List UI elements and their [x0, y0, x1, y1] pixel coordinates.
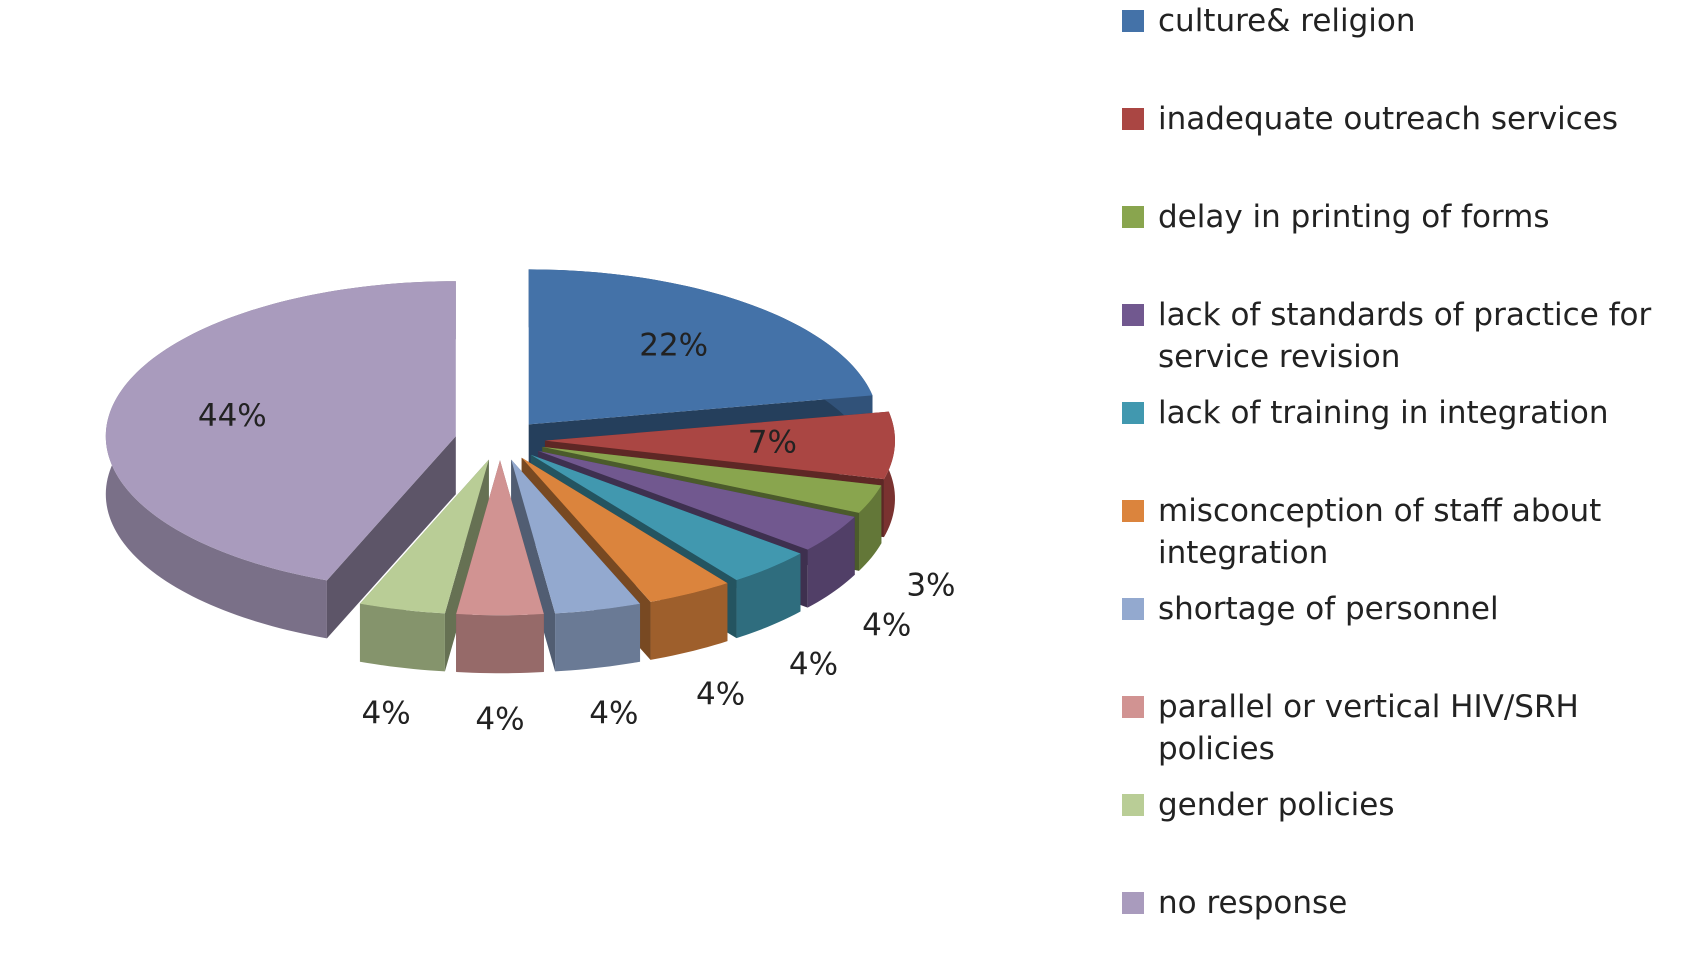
legend-item: lack of standards of practice for servic… — [1122, 294, 1702, 392]
legend-item: no response — [1122, 882, 1702, 980]
legend-swatch — [1122, 402, 1144, 424]
data-label: 4% — [475, 702, 524, 738]
legend-swatch — [1122, 696, 1144, 718]
legend-item: parallel or vertical HIV/SRH policies — [1122, 686, 1702, 784]
legend-swatch — [1122, 108, 1144, 130]
legend-label: gender policies — [1158, 787, 1395, 823]
legend: culture& religion inadequate outreach ser… — [1122, 0, 1702, 980]
slice-side — [807, 516, 855, 608]
slice — [359, 459, 489, 672]
slice — [511, 459, 641, 672]
slice-wall — [326, 436, 456, 639]
slice-top — [511, 459, 641, 614]
data-label: 4% — [862, 607, 911, 643]
slice-top — [528, 269, 873, 425]
slice-top — [542, 446, 882, 513]
legend-item: inadequate outreach services — [1122, 98, 1702, 196]
data-label: 4% — [589, 695, 638, 731]
legend-item: culture& religion — [1122, 0, 1702, 98]
legend-item: lack of training in integration — [1122, 392, 1702, 490]
legend-item: gender policies — [1122, 784, 1702, 882]
data-label: 7% — [748, 424, 797, 460]
data-label: 4% — [362, 695, 411, 731]
slice-side — [456, 614, 544, 674]
slice-top — [521, 457, 728, 602]
legend-label: parallel or vertical HIV/SRH policies — [1158, 689, 1579, 767]
slice — [105, 281, 456, 639]
legend-item: delay in printing of forms — [1122, 196, 1702, 294]
data-label: 3% — [906, 567, 955, 603]
legend-item: misconception of staff about integration — [1122, 490, 1702, 588]
slice-side — [650, 583, 728, 660]
slice-side — [736, 553, 801, 639]
legend-label: inadequate outreach services — [1158, 101, 1619, 137]
legend-swatch — [1122, 794, 1144, 816]
slice-top — [530, 454, 801, 581]
slice-side — [859, 485, 882, 571]
slice — [456, 460, 544, 674]
slice-wall — [511, 459, 556, 672]
slice-top — [544, 411, 895, 480]
legend-item: shortage of personnel — [1122, 588, 1702, 686]
data-label: 44% — [198, 398, 267, 434]
legend-label: misconception of staff about integration — [1158, 493, 1602, 571]
slice-top — [537, 450, 855, 550]
page: 22% 7% 3% 4% 4% 4% 4% 4% 4% 44% culture& religion… — [105, 3, 1652, 921]
slice-top — [359, 459, 489, 614]
slice-top — [456, 460, 544, 616]
legend-swatch — [1122, 10, 1144, 32]
legend-swatch — [1122, 892, 1144, 914]
legend-label: lack of training in integration — [1158, 395, 1609, 431]
legend-label: no response — [1158, 885, 1348, 921]
data-label: 4% — [696, 677, 745, 713]
slice-side — [555, 603, 641, 672]
legend-swatch — [1122, 206, 1144, 228]
legend-label: shortage of personnel — [1158, 591, 1499, 627]
data-label: 4% — [789, 647, 838, 683]
data-label: 22% — [639, 327, 708, 363]
legend-swatch — [1122, 304, 1144, 326]
legend-label: culture& religion — [1158, 3, 1416, 39]
chart: 22% 7% 3% 4% 4% 4% 4% 4% 4% 44% — [105, 269, 956, 738]
legend-label: lack of standards of practice for servic… — [1158, 297, 1652, 375]
slice-top — [105, 281, 456, 581]
legend-label: delay in printing of forms — [1158, 199, 1550, 235]
legend-swatch — [1122, 500, 1144, 522]
legend-swatch — [1122, 598, 1144, 620]
slice-side — [359, 603, 445, 672]
